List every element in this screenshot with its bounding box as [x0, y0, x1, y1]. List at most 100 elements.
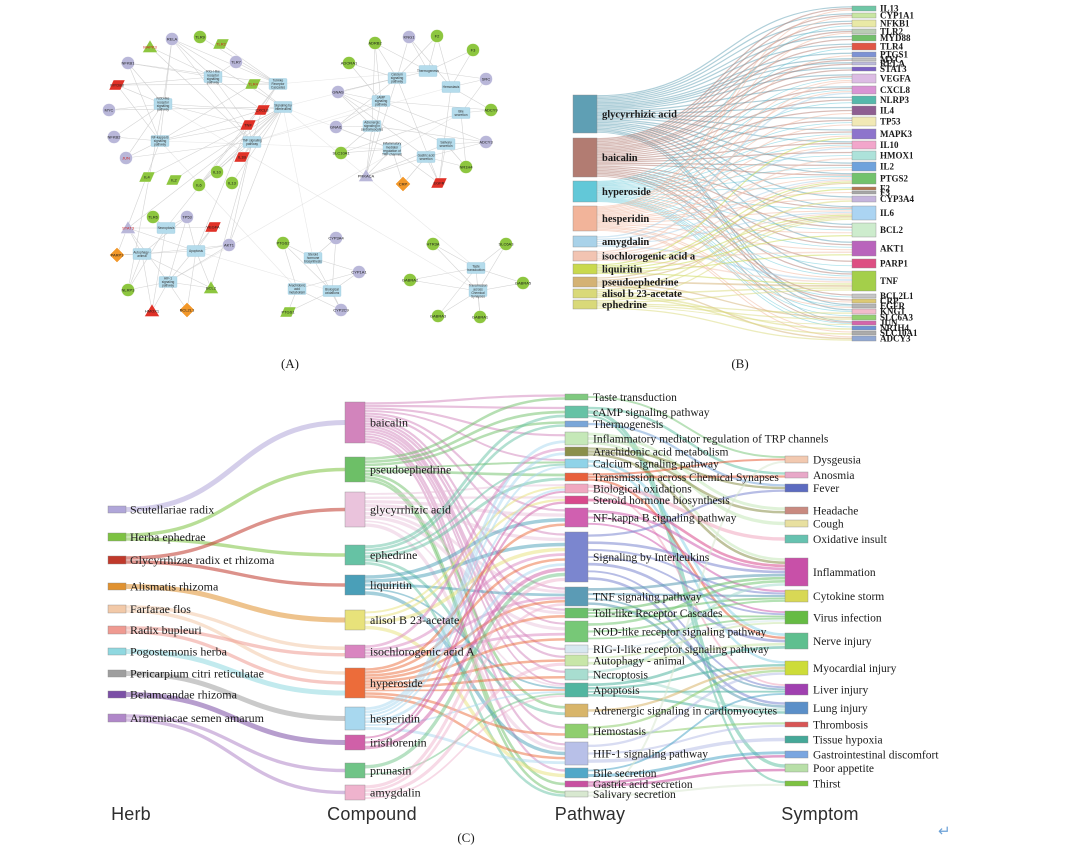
sankey-link	[596, 171, 853, 275]
pathway-hub-node	[322, 285, 342, 297]
sankey-link	[364, 615, 566, 680]
sankey-node-label: Glycyrrhizae radix et rhizoma	[130, 553, 275, 567]
sankey-node	[564, 431, 589, 446]
sankey-node	[572, 180, 598, 203]
sankey-link	[587, 422, 786, 487]
network-edge	[340, 112, 462, 154]
network-edge	[108, 106, 284, 111]
sankey-link	[596, 92, 853, 238]
network-edge	[127, 62, 164, 105]
sankey-link	[596, 306, 853, 325]
sankey-link	[596, 76, 853, 153]
network-edge	[365, 100, 382, 177]
sankey-link	[364, 407, 566, 437]
sankey-link	[596, 165, 853, 209]
sankey-link	[587, 642, 786, 665]
network-edge	[116, 76, 214, 86]
gene-node	[479, 72, 493, 86]
sankey-link	[364, 695, 566, 799]
sankey-link	[125, 560, 346, 587]
sankey-node-label: TP53	[880, 117, 901, 127]
network-edge	[167, 244, 230, 283]
sankey-link	[596, 176, 853, 191]
sankey-node	[107, 669, 127, 678]
sankey-link	[596, 86, 853, 112]
sankey-link	[596, 69, 853, 151]
sankey-node-label: TNF signaling pathway	[593, 591, 702, 603]
sankey-link	[587, 576, 786, 611]
sankey-link	[587, 599, 786, 633]
gene-node-label: TP53	[182, 214, 192, 219]
sankey-link	[587, 458, 786, 476]
gene-node	[180, 210, 194, 224]
caption-panel-c: (C)	[457, 830, 475, 845]
sankey-node	[564, 723, 589, 739]
sankey-link	[596, 167, 853, 191]
sankey-node-label: IL13	[880, 4, 899, 14]
sankey-link	[587, 675, 786, 711]
network-edge	[116, 84, 161, 142]
sankey-link	[125, 467, 346, 537]
sankey-node-label: hesperidin	[602, 214, 649, 225]
gene-node	[279, 306, 297, 318]
sankey-node	[344, 574, 366, 596]
network-edge	[165, 124, 249, 229]
gene-node	[210, 165, 224, 179]
network-edge	[331, 237, 337, 292]
sankey-node	[564, 393, 589, 401]
gene-node	[430, 177, 448, 189]
sankey-node	[784, 471, 809, 479]
gene-node	[368, 36, 382, 50]
network-cross-edge	[251, 100, 382, 143]
network-edge	[220, 43, 279, 85]
gene-node	[479, 135, 493, 149]
sankey-node-label: Inflammatory mediator regulation of TRP …	[593, 433, 829, 445]
sankey-node-label: cAMP signaling pathway	[593, 407, 710, 419]
sankey-link	[596, 199, 853, 317]
sankey-link	[596, 210, 853, 223]
sankey-link	[596, 14, 853, 141]
network-edge	[212, 76, 249, 126]
sankey-link	[587, 460, 786, 794]
gene-node-label: IL1B	[238, 154, 247, 159]
gene-node-label: TLR9	[195, 34, 206, 39]
pathway-hub-label: Autophagy -animal	[133, 250, 150, 258]
sankey-node-label: Bile secretion	[593, 768, 657, 780]
network-cross-edge	[162, 103, 479, 292]
sankey-node	[784, 483, 809, 493]
sankey-link	[587, 751, 786, 777]
sankey-node	[564, 495, 589, 505]
network-edge	[198, 141, 253, 186]
sankey-link	[364, 596, 566, 655]
sankey-link	[364, 691, 566, 726]
network-edge	[173, 106, 284, 181]
sankey-link	[587, 450, 786, 514]
sankey-link	[364, 689, 566, 692]
network-edge	[162, 103, 249, 126]
sankey-node-label: F2	[880, 184, 890, 194]
gene-node	[484, 103, 498, 117]
network-edge	[125, 103, 164, 159]
panel-c-links	[125, 394, 786, 799]
sankey-link	[587, 432, 786, 511]
sankey-link	[596, 234, 853, 272]
sankey-link	[587, 722, 786, 736]
sankey-node	[784, 506, 809, 515]
sankey-node-label: Apoptosis	[593, 685, 640, 697]
sankey-link	[364, 625, 566, 778]
sankey-node-label: TNF	[880, 276, 899, 286]
network-edge	[127, 103, 164, 291]
gene-node-label: F3	[471, 47, 476, 52]
network-cross-edge	[159, 140, 298, 290]
sankey-node-label: Pericarpium citri reticulatae	[130, 667, 264, 681]
sankey-node-label: Hemostasis	[593, 726, 647, 738]
sankey-node-label: NLRP3	[880, 95, 909, 105]
network-edge	[195, 124, 249, 252]
sankey-node	[851, 28, 877, 35]
sankey-node-label: Toll-like Receptor Cascades	[593, 608, 723, 620]
column-title-pathway: Pathway	[554, 804, 626, 824]
sankey-node	[851, 19, 877, 28]
pathway-hub-node	[287, 283, 307, 295]
gene-node-label: GABRA3	[430, 313, 447, 318]
